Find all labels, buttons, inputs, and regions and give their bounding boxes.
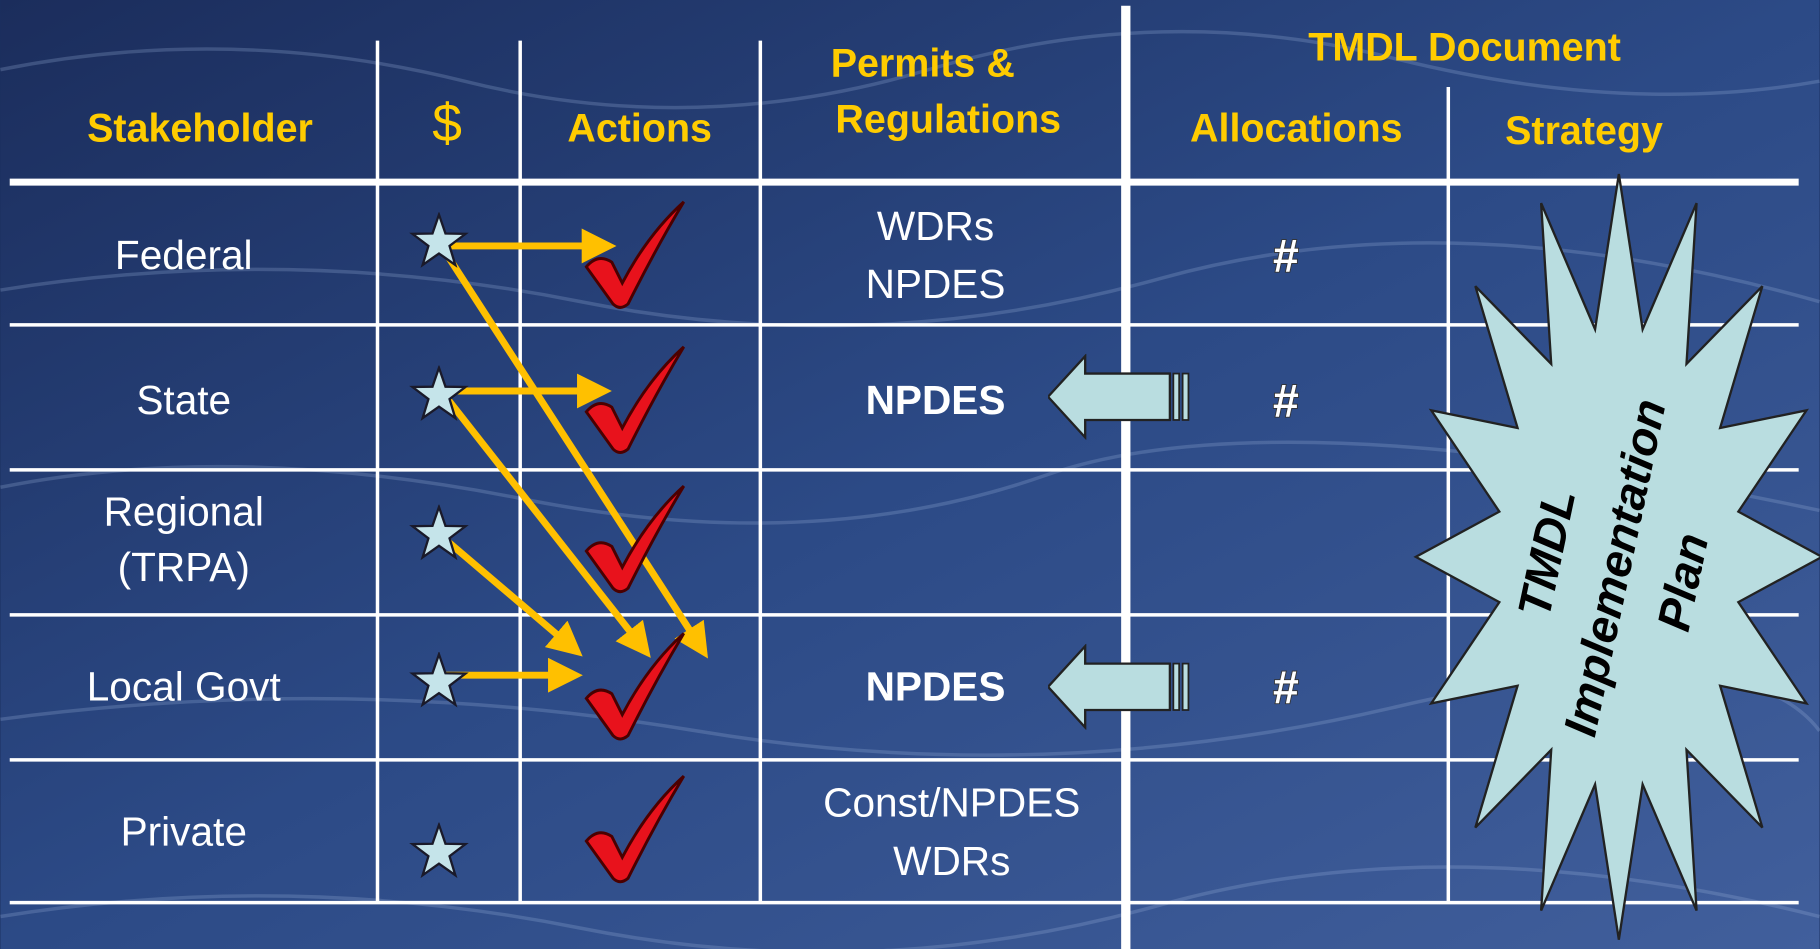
allocation: # (1273, 374, 1299, 426)
header-cell: Strategy (1505, 109, 1663, 153)
permit: NPDES (866, 377, 1006, 423)
header-cell: Actions (567, 107, 712, 151)
header-cell: Permits & (831, 42, 1015, 86)
stakeholder: (TRPA) (118, 544, 250, 590)
header-cell: Stakeholder (87, 107, 313, 151)
stakeholder: Federal (115, 232, 253, 278)
header-cell: Regulations (835, 97, 1061, 141)
permit: Const/NPDES (823, 780, 1080, 826)
starburst (1413, 173, 1820, 940)
funding-arrows (438, 228, 709, 693)
allocation: # (1273, 229, 1299, 281)
permit: WDRs (877, 203, 994, 249)
stakeholder: Private (121, 809, 247, 855)
header-cell: $ (432, 95, 462, 154)
stakeholder: Regional (104, 489, 264, 535)
stakeholder: Local Govt (87, 664, 281, 710)
stakeholder: State (136, 377, 231, 423)
permit: NPDES (866, 664, 1006, 710)
header: Stakeholder $ Actions Permits & Regulati… (87, 25, 1663, 153)
allocation: # (1273, 661, 1299, 713)
header-cell: Allocations (1190, 107, 1403, 151)
permit: NPDES (866, 261, 1006, 307)
rows: Federal WDRs NPDES # State NPDES # Regional (TRP… (87, 200, 1300, 884)
permit: WDRs (893, 838, 1010, 884)
header-cell: TMDL Document (1308, 25, 1621, 69)
